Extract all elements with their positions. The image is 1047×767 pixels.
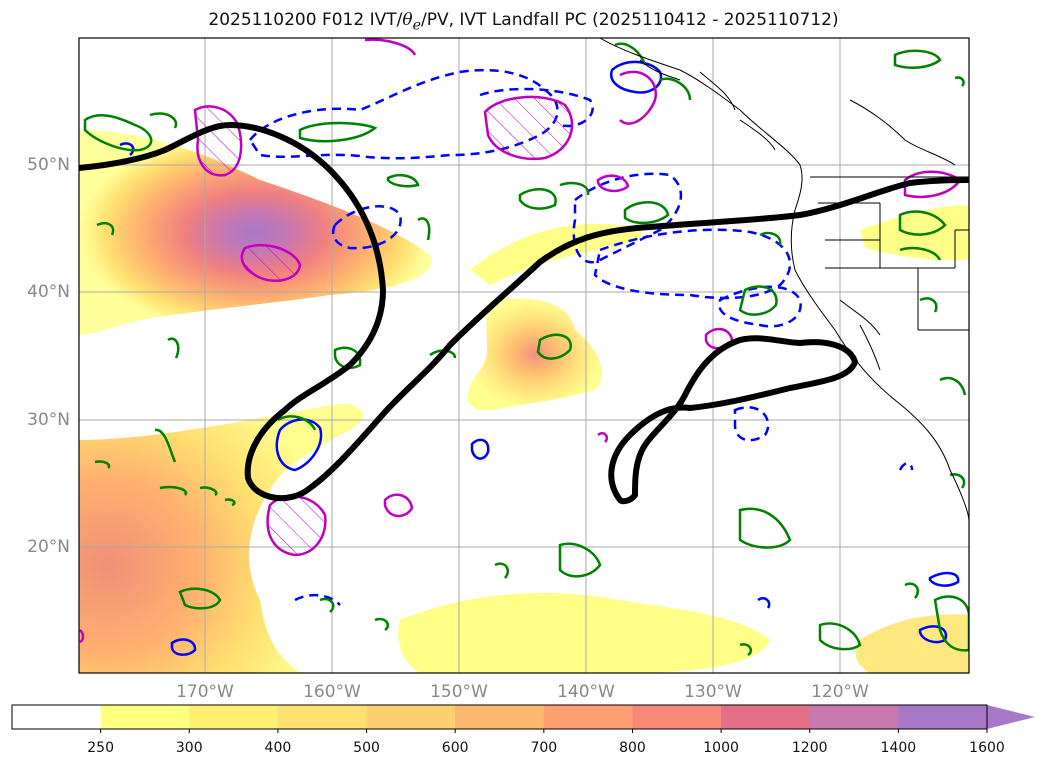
lat-label-40n: 40°N <box>27 282 70 302</box>
colorbar-bin <box>366 705 456 729</box>
colorbar-frame <box>11 704 988 730</box>
colorbar-tick-label: 300 <box>175 740 203 756</box>
colorbar-ticks <box>100 729 988 733</box>
lon-label-150w: 150°W <box>430 682 488 702</box>
colorbar-tick-label: 800 <box>619 740 646 756</box>
theta-e-contours <box>83 42 969 657</box>
map-title: 2025110200 F012 IVT/θe/PV, IVT Landfall … <box>208 10 839 34</box>
colorbar-tick-label: 600 <box>441 740 469 756</box>
colorbar-tick-label: 400 <box>264 740 292 756</box>
colorbar-tick-label: 1000 <box>703 740 739 756</box>
colorbar-bin <box>455 705 545 729</box>
ivt-band-subtropical <box>79 404 363 673</box>
coastline-north-america <box>599 38 969 521</box>
colorbar-tick-label: 250 <box>87 740 114 756</box>
ivt-shading <box>79 130 969 673</box>
ivt-plume-northwest <box>79 130 432 335</box>
ivt-plume-mid <box>467 298 603 411</box>
gridlines <box>79 38 969 673</box>
lon-label-140w: 140°W <box>557 682 615 702</box>
colorbar-tick-label: 1400 <box>880 740 917 756</box>
lat-label-30n: 30°N <box>27 410 70 430</box>
ivt-band-south <box>398 592 770 673</box>
colorbar-tick-label: 1600 <box>969 740 1005 756</box>
colorbar-tick-label: 1200 <box>791 740 828 756</box>
colorbar-bin <box>632 705 722 729</box>
colorbar-bin <box>100 705 190 729</box>
lon-label-130w: 130°W <box>684 682 742 702</box>
colorbar-bin <box>721 705 811 729</box>
lon-label-160w: 160°W <box>303 682 361 702</box>
colorbar-bin <box>809 705 899 729</box>
pv-positive-contours <box>79 38 962 644</box>
colorbar-bin <box>898 705 988 729</box>
colorbar-bin <box>543 705 633 729</box>
colorbar-bins <box>12 705 988 729</box>
lat-label-50n: 50°N <box>27 155 70 175</box>
colorbar-bin <box>189 705 279 729</box>
colorbar-bin <box>12 705 102 729</box>
ivt-landfall-pc-contour <box>79 121 969 505</box>
colorbar-bin <box>277 705 368 729</box>
lon-label-120w: 120°W <box>811 682 869 702</box>
colorbar-tick-label: 700 <box>530 740 558 756</box>
ivt-band-northeast <box>860 205 969 261</box>
colorbar-extend-arrow <box>987 705 1035 729</box>
lon-label-170w: 170°W <box>176 682 234 702</box>
lat-label-20n: 20°N <box>27 537 70 557</box>
map-frame <box>78 37 970 674</box>
colorbar-tick-label: 500 <box>353 740 380 756</box>
